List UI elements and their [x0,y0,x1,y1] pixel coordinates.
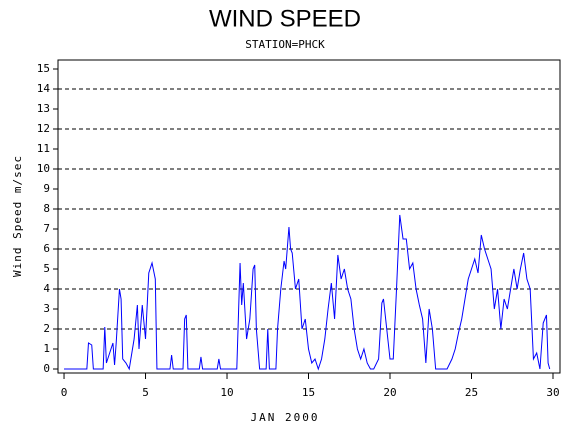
x-tick-label: 25 [465,386,478,399]
y-tick-label: 6 [43,242,50,255]
y-tick-label: 1 [43,342,50,355]
x-tick-label: 20 [383,386,396,399]
y-tick-label: 8 [43,202,50,215]
x-tick-label: 0 [61,386,68,399]
plot-frame [57,59,561,374]
x-axis-label: JAN 2000 [251,411,320,424]
x-tick-label: 10 [220,386,233,399]
y-tick-label: 13 [37,102,50,115]
y-tick-label: 12 [37,122,50,135]
chart-subtitle: STATION=PHCK [245,38,325,51]
y-tick-label: 14 [37,82,51,95]
y-tick-label: 2 [43,322,50,335]
data-line [64,214,551,371]
y-tick-label: 10 [37,162,50,175]
y-tick-label: 15 [37,62,50,75]
y-tick-label: 3 [43,302,50,315]
y-axis-label: Wind Speed m/sec [11,155,24,277]
y-tick-label: 4 [43,282,50,295]
chart-title: WIND SPEED [209,5,361,32]
x-tick-label: 5 [142,386,149,399]
y-tick-label: 5 [43,262,50,275]
y-tick-label: 9 [43,182,50,195]
y-tick-label: 11 [37,142,50,155]
x-tick-label: 15 [302,386,315,399]
y-tick-label: 7 [43,222,50,235]
y-tick-label: 0 [43,362,50,375]
x-tick-label: 30 [546,386,559,399]
